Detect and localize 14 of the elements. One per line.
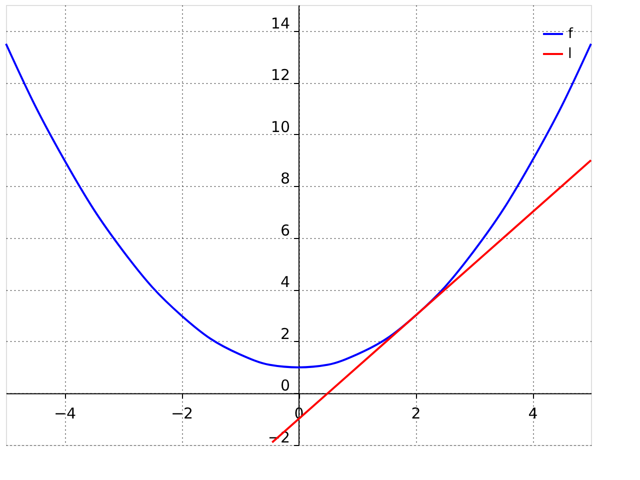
y-tick-label: 10 [270,118,290,136]
x-tick-label: −4 [54,404,76,423]
y-tick-label: 8 [280,170,290,188]
y-tick-label: 6 [280,221,290,240]
y-tick-label: 4 [280,273,290,292]
y-tick-label: 14 [270,14,290,32]
y-tick-label: 0 [280,376,290,395]
y-tick-label: 2 [280,324,290,343]
x-tick-label: −2 [170,404,194,423]
x-tick-label: 4 [528,404,538,423]
y-tick-label: 12 [270,66,290,84]
legend-label: f [568,26,574,42]
legend-label: l [568,46,572,62]
x-tick-label: 2 [411,404,421,423]
